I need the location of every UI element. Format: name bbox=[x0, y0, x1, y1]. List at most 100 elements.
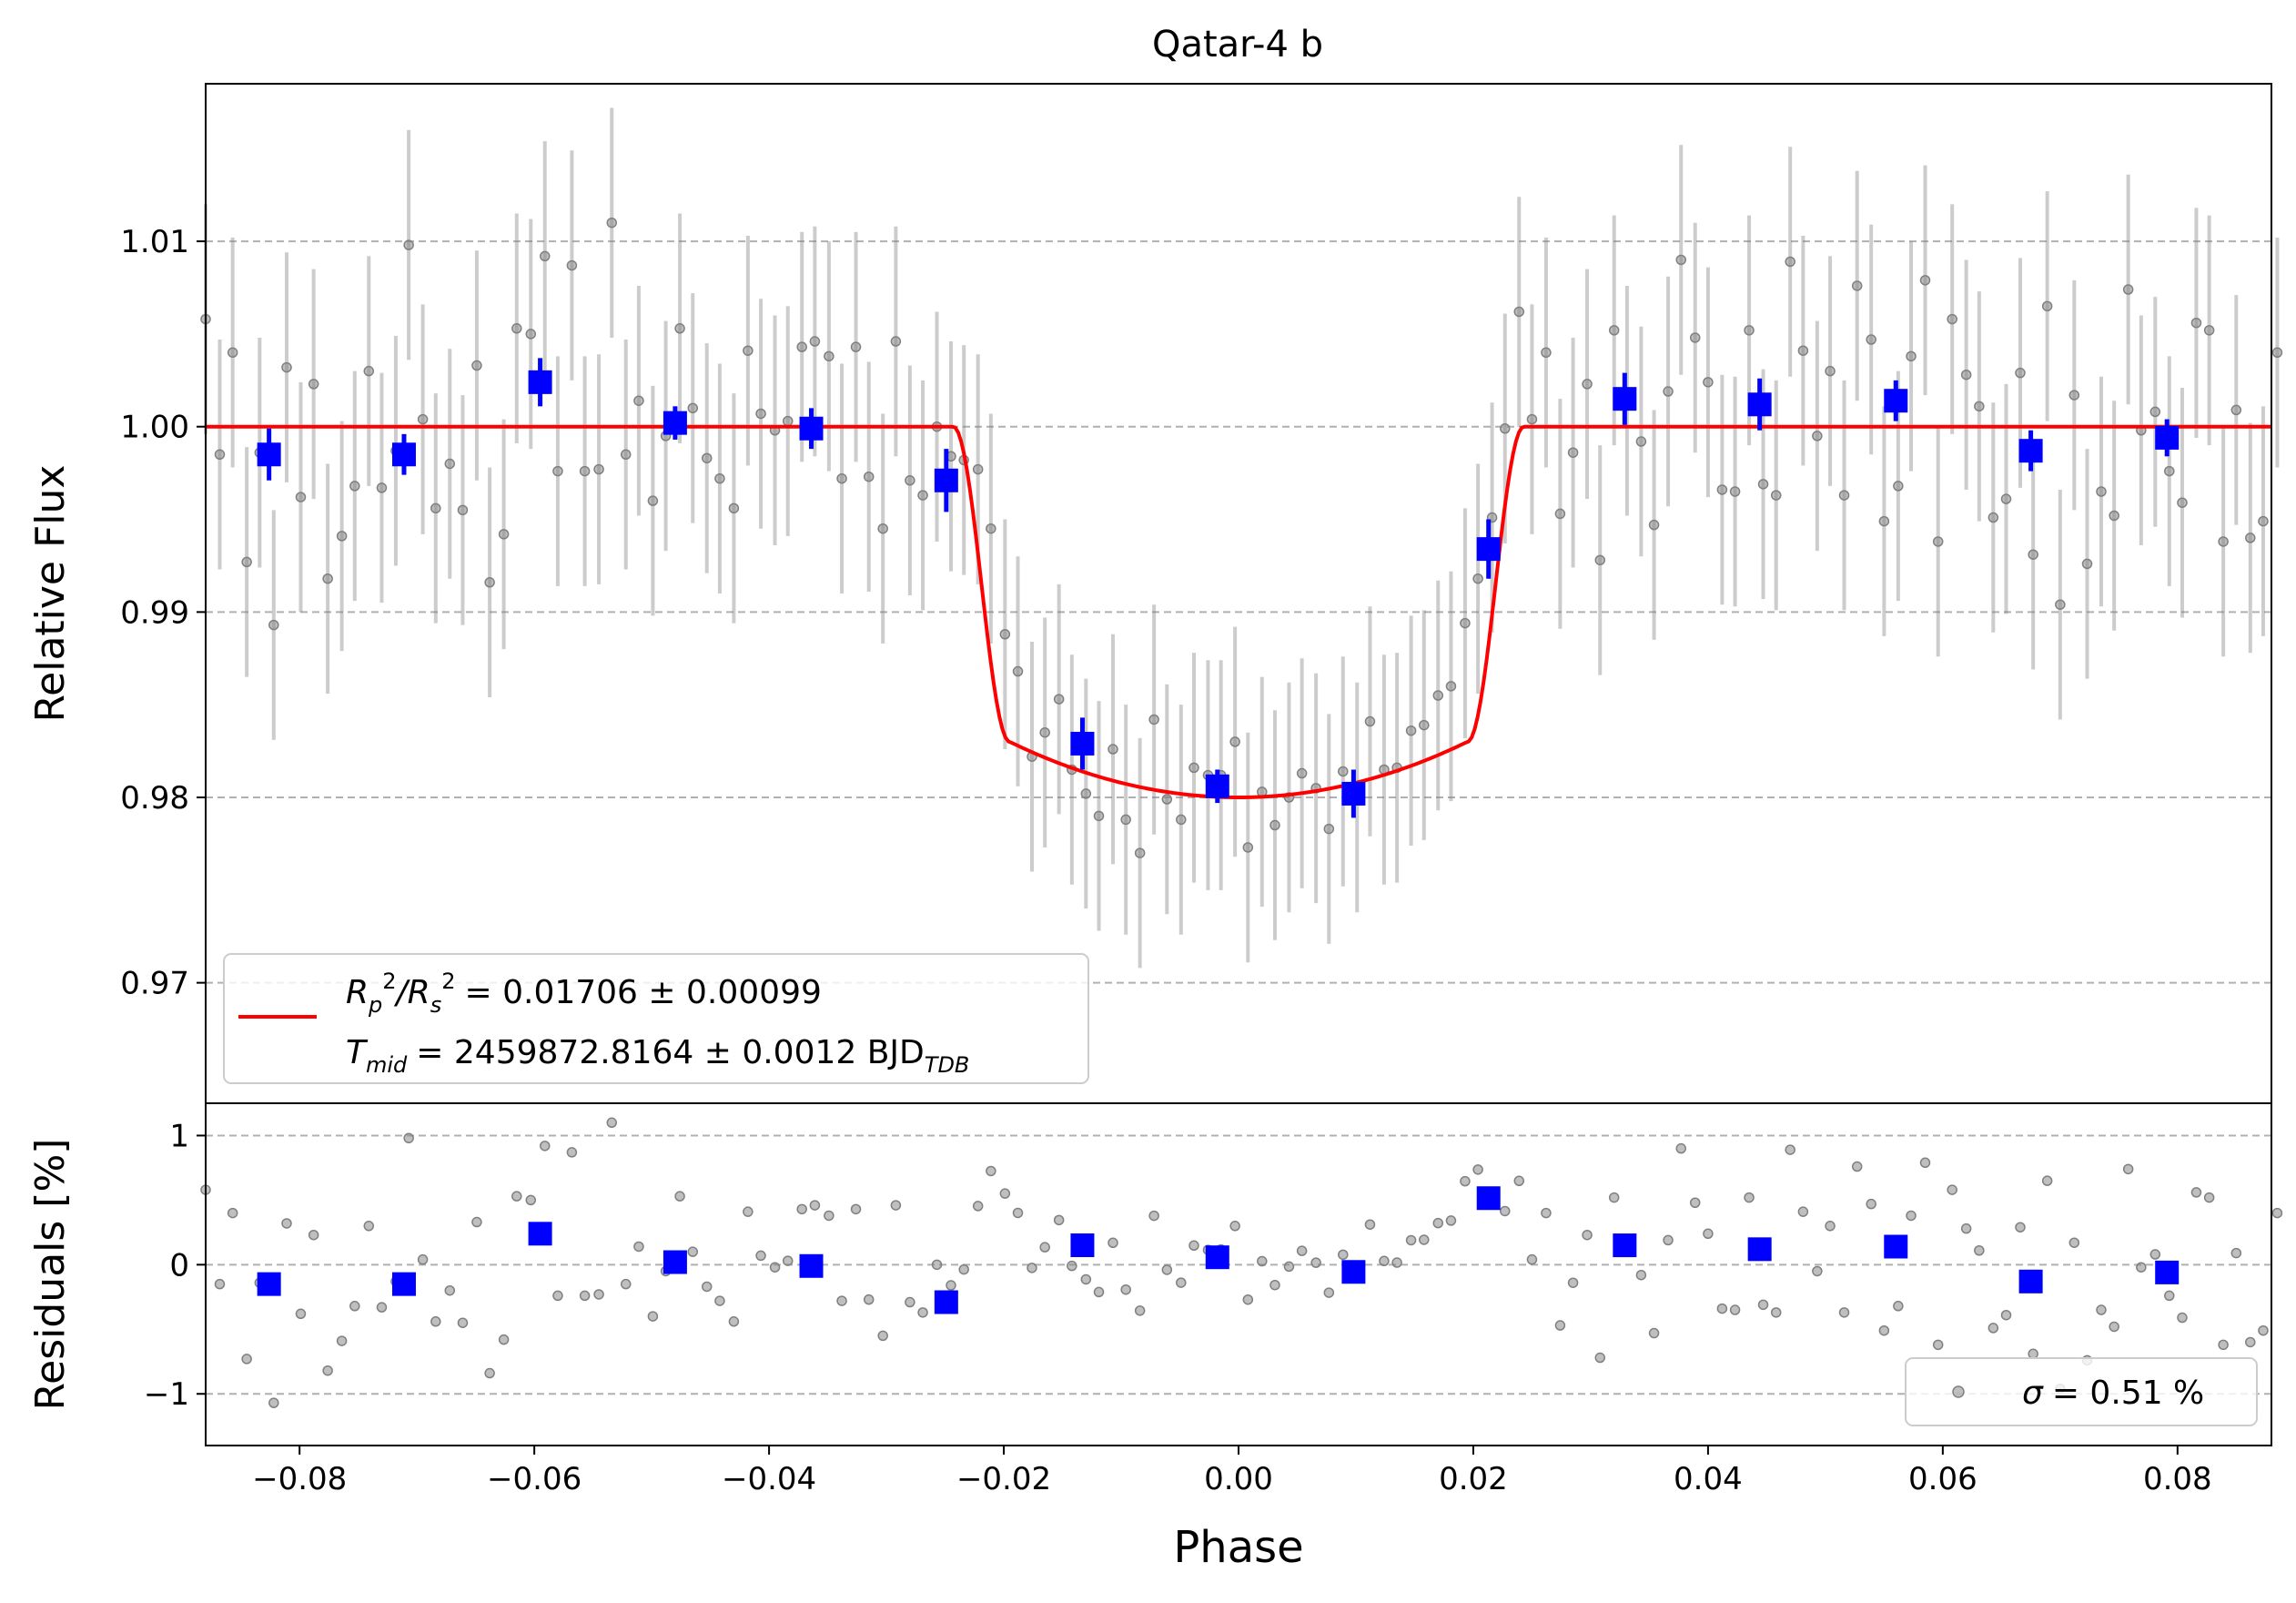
raw-point bbox=[593, 463, 604, 475]
x-tick-label: 0.00 bbox=[1204, 1461, 1273, 1497]
residual-raw-point bbox=[403, 1132, 414, 1144]
residual-raw-point bbox=[931, 1259, 943, 1271]
raw-point bbox=[2015, 367, 2026, 379]
residual-raw-point bbox=[484, 1367, 495, 1379]
residual-raw-point bbox=[1663, 1234, 1674, 1246]
binned-point bbox=[1070, 731, 1095, 756]
raw-point bbox=[1744, 325, 1755, 336]
raw-point bbox=[2190, 317, 2202, 329]
residual-y-ticks: −1 0 1 bbox=[144, 1118, 206, 1413]
main-y-tick-label: 0.99 bbox=[120, 594, 189, 631]
residual-raw-point bbox=[1541, 1207, 1552, 1219]
raw-point bbox=[674, 323, 685, 334]
raw-point bbox=[917, 490, 928, 501]
raw-point bbox=[2271, 347, 2283, 359]
x-axis-label: Phase bbox=[1173, 1522, 1303, 1573]
raw-point bbox=[1825, 365, 1836, 377]
raw-point bbox=[498, 529, 510, 540]
raw-point bbox=[1554, 508, 1566, 520]
raw-point bbox=[1878, 515, 1890, 527]
residual-raw-point bbox=[227, 1207, 238, 1219]
residual-raw-point bbox=[1689, 1197, 1701, 1209]
residual-raw-point bbox=[511, 1191, 522, 1202]
residual-raw-point bbox=[336, 1335, 348, 1346]
binned-point bbox=[1476, 537, 1501, 562]
raw-point bbox=[268, 619, 279, 631]
residual-raw-point bbox=[349, 1301, 360, 1312]
raw-point bbox=[1134, 847, 1146, 858]
raw-point bbox=[1269, 819, 1280, 831]
raw-point bbox=[850, 341, 862, 352]
residual-raw-point bbox=[2109, 1321, 2119, 1333]
residual-raw-point bbox=[1770, 1307, 1782, 1318]
residual-raw-point bbox=[701, 1281, 713, 1293]
residual-binned-point bbox=[2155, 1260, 2180, 1284]
legend-rs-sep: /R bbox=[394, 974, 430, 1011]
residual-legend-marker bbox=[1952, 1385, 1965, 1398]
residual-raw-point bbox=[2258, 1324, 2269, 1336]
raw-point bbox=[2177, 497, 2188, 508]
residual-raw-point bbox=[905, 1296, 915, 1308]
raw-point bbox=[1513, 306, 1525, 318]
residual-raw-point bbox=[674, 1191, 685, 1202]
residual-raw-point bbox=[1785, 1144, 1795, 1155]
raw-point bbox=[322, 573, 333, 584]
residual-y-axis-label: Residuals [%] bbox=[27, 1139, 74, 1411]
legend-rs-sub: s bbox=[430, 992, 442, 1018]
residual-raw-point bbox=[525, 1194, 537, 1206]
residual-raw-point bbox=[1960, 1223, 1972, 1234]
raw-point bbox=[863, 471, 875, 482]
raw-point bbox=[782, 415, 794, 427]
residual-raw-point bbox=[728, 1316, 740, 1327]
raw-point bbox=[1432, 690, 1444, 701]
raw-point bbox=[1689, 332, 1701, 343]
residual-raw-point bbox=[1567, 1277, 1579, 1288]
raw-point bbox=[336, 531, 348, 542]
residual-binned-point bbox=[1476, 1186, 1501, 1211]
residual-raw-point bbox=[430, 1316, 441, 1327]
raw-point bbox=[1419, 719, 1430, 731]
legend-entry-rp-rs: Rp2/Rs2 = 0.01706 ± 0.00099 bbox=[346, 969, 822, 1018]
residual-raw-point bbox=[1554, 1320, 1566, 1331]
raw-point bbox=[2245, 533, 2256, 543]
residual-raw-point bbox=[1161, 1264, 1173, 1275]
residual-raw-point bbox=[809, 1200, 821, 1211]
raw-point bbox=[1364, 715, 1376, 727]
raw-point bbox=[241, 556, 252, 568]
raw-point bbox=[403, 239, 414, 250]
raw-point bbox=[1460, 617, 1471, 629]
raw-point bbox=[809, 336, 821, 347]
residual-raw-point bbox=[958, 1263, 969, 1275]
raw-point bbox=[1338, 766, 1349, 777]
residual-raw-point bbox=[1067, 1260, 1077, 1272]
raw-point bbox=[444, 458, 456, 470]
residual-raw-point bbox=[1283, 1261, 1295, 1273]
residual-raw-point bbox=[1582, 1229, 1593, 1241]
legend-rp-symbol: R bbox=[346, 974, 369, 1011]
residual-raw-point bbox=[1932, 1339, 1944, 1351]
residual-raw-point bbox=[824, 1210, 834, 1222]
residual-raw-point bbox=[999, 1188, 1011, 1199]
residual-raw-point bbox=[755, 1250, 766, 1262]
main-legend-box bbox=[223, 953, 1089, 1084]
residual-raw-point bbox=[1027, 1263, 1037, 1273]
x-tick-label: −0.08 bbox=[252, 1461, 347, 1497]
sigma-symbol: σ bbox=[2022, 1375, 2044, 1412]
chart-title: Qatar-4 b bbox=[1152, 24, 1323, 66]
raw-point bbox=[1541, 347, 1552, 359]
raw-point bbox=[1770, 490, 1782, 501]
residual-raw-point bbox=[1744, 1192, 1755, 1203]
residual-raw-point bbox=[1460, 1175, 1471, 1187]
raw-point bbox=[566, 259, 578, 271]
residual-raw-point bbox=[620, 1278, 632, 1290]
raw-point bbox=[1594, 554, 1605, 566]
raw-point bbox=[363, 365, 375, 377]
residual-raw-point bbox=[444, 1284, 456, 1296]
raw-point bbox=[484, 577, 495, 588]
raw-point bbox=[1120, 814, 1131, 826]
residual-raw-point bbox=[2271, 1207, 2283, 1219]
residual-raw-point bbox=[1364, 1219, 1376, 1230]
raw-point bbox=[1729, 486, 1741, 497]
residual-raw-point bbox=[1391, 1257, 1402, 1268]
raw-point bbox=[2203, 325, 2215, 336]
